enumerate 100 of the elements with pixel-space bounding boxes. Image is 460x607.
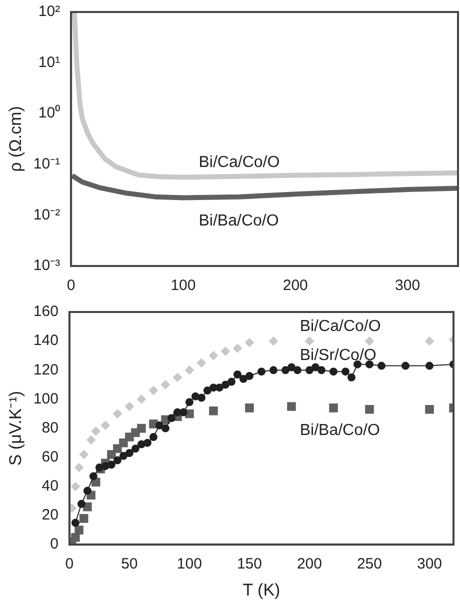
point <box>86 435 96 444</box>
point <box>208 351 218 360</box>
point <box>79 450 88 459</box>
point <box>185 398 194 406</box>
point <box>424 336 434 346</box>
x-tick-label: 0 <box>65 556 74 573</box>
point <box>268 336 278 346</box>
point <box>364 336 374 346</box>
point <box>221 380 230 389</box>
point <box>79 514 88 523</box>
point <box>74 526 84 534</box>
x-axis-title: T (K) <box>242 580 280 600</box>
y-tick-label: 120 <box>33 361 58 378</box>
point <box>119 452 128 460</box>
point <box>293 366 302 374</box>
x-tick-label: 300 <box>416 556 442 573</box>
point <box>401 362 410 370</box>
point <box>281 366 290 374</box>
point <box>91 426 100 436</box>
point <box>136 394 146 404</box>
point <box>149 433 158 442</box>
point <box>239 374 248 383</box>
point <box>74 463 84 472</box>
y-tick-label: 10⁻³ <box>33 257 60 274</box>
x-tick-label: 150 <box>236 556 262 573</box>
series-label: Bi/Ca/Co/O <box>300 318 381 336</box>
point <box>227 378 236 386</box>
y-tick-label: 80 <box>42 419 58 436</box>
y-tick-label: 20 <box>42 506 58 524</box>
y-axis-title: ρ (Ω.cm) <box>6 106 25 172</box>
x-tick-label: 100 <box>176 556 202 573</box>
point <box>245 372 254 380</box>
point <box>161 424 170 432</box>
point <box>220 346 230 356</box>
y-tick-label: 60 <box>42 448 58 466</box>
y-tick-label: 40 <box>42 478 58 495</box>
point <box>377 362 386 370</box>
point <box>113 456 122 464</box>
point <box>245 404 254 412</box>
point <box>155 421 164 430</box>
point <box>304 336 314 346</box>
point <box>353 360 362 368</box>
point <box>100 420 110 430</box>
y-tick-label: 10⁻¹ <box>33 156 60 173</box>
series-label: Bi/Ba/Co/O <box>300 422 380 439</box>
point <box>143 438 152 447</box>
point <box>233 370 242 379</box>
point <box>197 394 206 402</box>
y-tick-label: 140 <box>33 332 58 350</box>
point <box>257 368 266 376</box>
y-tick-label: 10¹ <box>38 54 60 71</box>
point <box>287 363 296 372</box>
point <box>89 472 98 480</box>
point <box>329 404 338 412</box>
x-tick-label: 300 <box>395 277 420 294</box>
x-tick-label: 50 <box>121 556 138 573</box>
y-tick-label: 10⁻² <box>33 206 60 224</box>
point <box>347 373 356 382</box>
y-tick-label: 0 <box>50 536 58 553</box>
series-label: Bi/Sr/Co/O <box>300 347 376 364</box>
y-tick-label: 10² <box>38 3 60 20</box>
series-label: Bi/Ca/Co/O <box>198 154 280 171</box>
point <box>365 405 374 414</box>
point <box>131 444 140 453</box>
point <box>244 338 254 348</box>
x-tick-label: 250 <box>356 556 382 573</box>
point <box>341 368 350 376</box>
y-axis-title: S (μV.K⁻¹) <box>6 390 25 466</box>
point <box>269 366 278 374</box>
y-tick-label: 160 <box>33 303 58 320</box>
point <box>160 380 170 390</box>
point <box>232 344 242 353</box>
point <box>148 386 158 396</box>
point <box>172 372 182 382</box>
x-tick-label: 100 <box>170 277 196 294</box>
point <box>317 366 326 374</box>
point <box>305 366 314 374</box>
point <box>425 405 434 414</box>
point <box>107 460 116 469</box>
x-tick-label: 0 <box>66 277 76 294</box>
x-tick-label: 200 <box>282 277 308 294</box>
x-tick-label: 200 <box>296 556 322 573</box>
point <box>71 518 80 527</box>
point <box>365 360 374 368</box>
point <box>113 444 122 454</box>
point <box>209 406 218 416</box>
point <box>203 386 212 395</box>
point <box>287 402 296 411</box>
point <box>83 486 92 495</box>
series-label: Bi/Ba/Co/O <box>198 212 279 230</box>
point <box>112 409 122 418</box>
point <box>137 424 146 433</box>
point <box>329 368 338 376</box>
point <box>70 482 80 491</box>
point <box>124 402 134 411</box>
point <box>425 362 434 370</box>
point <box>184 366 194 375</box>
point <box>77 500 86 508</box>
point <box>167 414 176 422</box>
y-tick-label: 100 <box>33 390 58 408</box>
